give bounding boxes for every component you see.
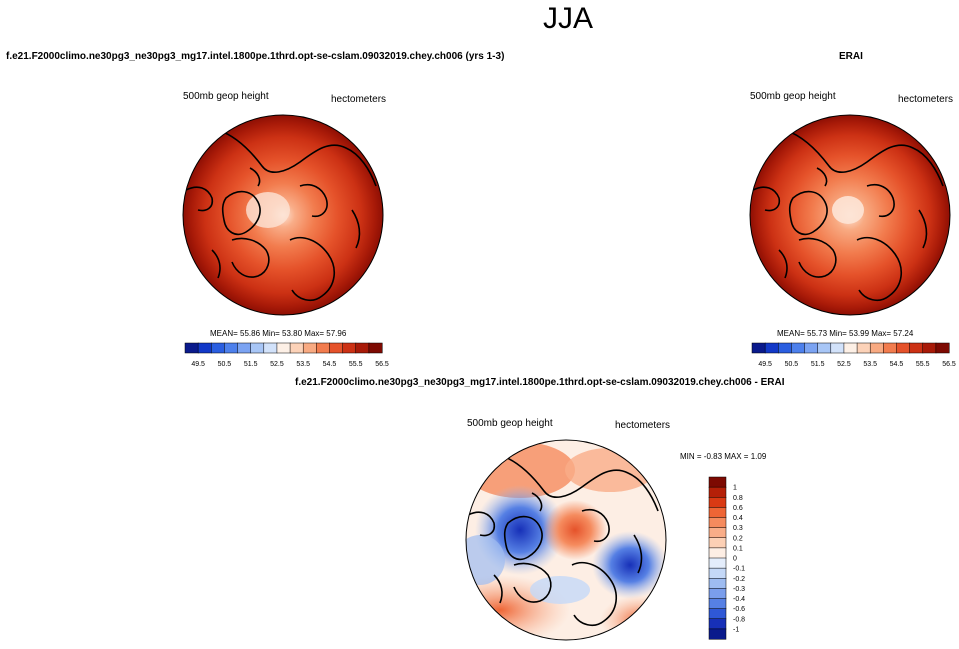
obs-colorbar-tick-label: 54.5 [890,361,904,368]
obs-colorbar-tick-label: 50.5 [785,361,799,368]
model-colorbar-swatch [289,342,304,354]
obs-colorbar-swatch [791,342,806,354]
model-colorbar-swatch [197,342,212,354]
model-colorbar-swatch [276,342,291,354]
diff-colorbar-tick-label: -0.6 [733,606,745,613]
obs-colorbar-swatch [817,342,832,354]
season-title: JJA [542,2,593,35]
diff-colorbar-tick-label: -1 [733,626,739,633]
diff-colorbar-swatch [708,618,727,630]
model-variable-label: 500mb geop height [183,91,269,102]
model-stats: MEAN= 55.86 Min= 53.80 Max= 57.96 [210,329,347,338]
diff-colorbar-tick-label: -0.8 [733,616,745,623]
model-colorbar-swatch [329,342,344,354]
obs-colorbar-swatch [909,342,924,354]
obs-colorbar-swatch [856,342,871,354]
obs-colorbar-tick-label: 55.5 [916,361,930,368]
obs-colorbar-swatch [843,342,858,354]
diff-colorbar-tick-label: 0.4 [733,515,743,522]
diff-colorbar-tick-label: 0.6 [733,505,743,512]
model-colorbar-swatch [342,342,357,354]
diff-colorbar-swatch [708,486,727,498]
diff-colorbar-tick-label: 0.1 [733,545,743,552]
obs-colorbar-swatch [764,342,779,354]
model-colorbar-tick-label: 53.5 [296,361,310,368]
model-colorbar-tick-label: 51.5 [244,361,258,368]
obs-case-title: ERAI [839,51,863,62]
model-colorbar-swatch [184,342,199,354]
model-colorbar: 49.5 50.5 51.5 52.5 53.5 54.5 55.5 56.5 [184,342,389,368]
diff-stats: MIN = -0.83 MAX = 1.09 [680,452,767,461]
diff-colorbar-swatch [708,557,727,569]
diff-colorbar-swatch [708,537,727,549]
diff-colorbar-swatch [708,517,727,529]
model-colorbar-tick-label: 56.5 [375,361,389,368]
model-colorbar-swatch [250,342,265,354]
model-colorbar-swatch [224,342,239,354]
obs-colorbar-swatch [922,342,937,354]
diff-case-title: f.e21.F2000climo.ne30pg3_ne30pg3_mg17.in… [295,377,785,388]
diff-colorbar: 1 0.8 0.6 0.4 0.3 0.2 0.1 0 -0.1 -0.2 -0.3 -0.4 -0.6… [708,476,745,640]
diff-colorbar-swatch [708,476,727,488]
model-units-label: hectometers [331,94,387,105]
obs-units-label: hectometers [898,94,954,105]
obs-colorbar-swatch [751,342,766,354]
model-colorbar-tick-label: 52.5 [270,361,284,368]
diff-colorbar-swatch [708,588,727,600]
obs-colorbar-tick-label: 56.5 [942,361,956,368]
diff-colorbar-swatch [708,547,727,559]
diff-units-label: hectometers [615,420,671,431]
diff-colorbar-tick-label: 1 [733,485,737,492]
obs-colorbar-swatch [778,342,792,354]
diff-colorbar-tick-label: 0.2 [733,535,743,542]
model-colorbar-tick-label: 54.5 [323,361,337,368]
model-colorbar-tick-label: 55.5 [349,361,363,368]
diff-colorbar-swatch [708,507,727,519]
model-colorbar-tick-label: 49.5 [191,361,205,368]
diff-colorbar-tick-label: -0.2 [733,576,745,583]
diff-colorbar-swatch [708,628,727,640]
diff-colorbar-tick-label: -0.3 [733,586,745,593]
obs-colorbar-swatch [883,342,898,354]
diff-colorbar-swatch [708,567,727,579]
diff-colorbar-tick-label: -0.1 [733,566,745,573]
diff-colorbar-swatch [708,527,727,539]
diff-colorbar-tick-label: -0.4 [733,596,745,603]
model-case-title: f.e21.F2000climo.ne30pg3_ne30pg3_mg17.in… [6,51,505,62]
model-colorbar-swatch [355,342,370,354]
obs-colorbar-tick-label: 49.5 [758,361,772,368]
obs-colorbar-swatch [935,342,950,354]
diff-variable-label: 500mb geop height [467,418,553,429]
model-colorbar-tick-label: 50.5 [218,361,232,368]
model-colorbar-swatch [368,342,383,354]
model-colorbar-swatch [316,342,331,354]
obs-colorbar: 49.5 50.5 51.5 52.5 53.5 54.5 55.5 56.5 [751,342,956,368]
obs-colorbar-tick-label: 52.5 [837,361,851,368]
obs-colorbar-tick-label: 51.5 [811,361,825,368]
obs-colorbar-swatch [869,342,884,354]
diff-colorbar-swatch [708,497,727,508]
obs-colorbar-swatch [804,342,819,354]
diff-colorbar-swatch [708,598,727,610]
diff-colorbar-tick-label: 0.3 [733,525,743,532]
obs-stats: MEAN= 55.73 Min= 53.99 Max= 57.24 [777,329,914,338]
diff-colorbar-swatch [708,608,727,620]
model-colorbar-swatch [237,342,252,354]
obs-colorbar-swatch [830,342,845,354]
model-colorbar-swatch [263,342,278,354]
diff-colorbar-tick-label: 0.8 [733,495,743,502]
obs-colorbar-swatch [896,342,911,354]
obs-colorbar-tick-label: 53.5 [863,361,877,368]
obs-variable-label: 500mb geop height [750,91,836,102]
model-colorbar-swatch [211,342,225,354]
model-colorbar-swatch [302,342,317,354]
diff-colorbar-tick-label: 0 [733,556,737,563]
diff-colorbar-swatch [708,578,727,589]
